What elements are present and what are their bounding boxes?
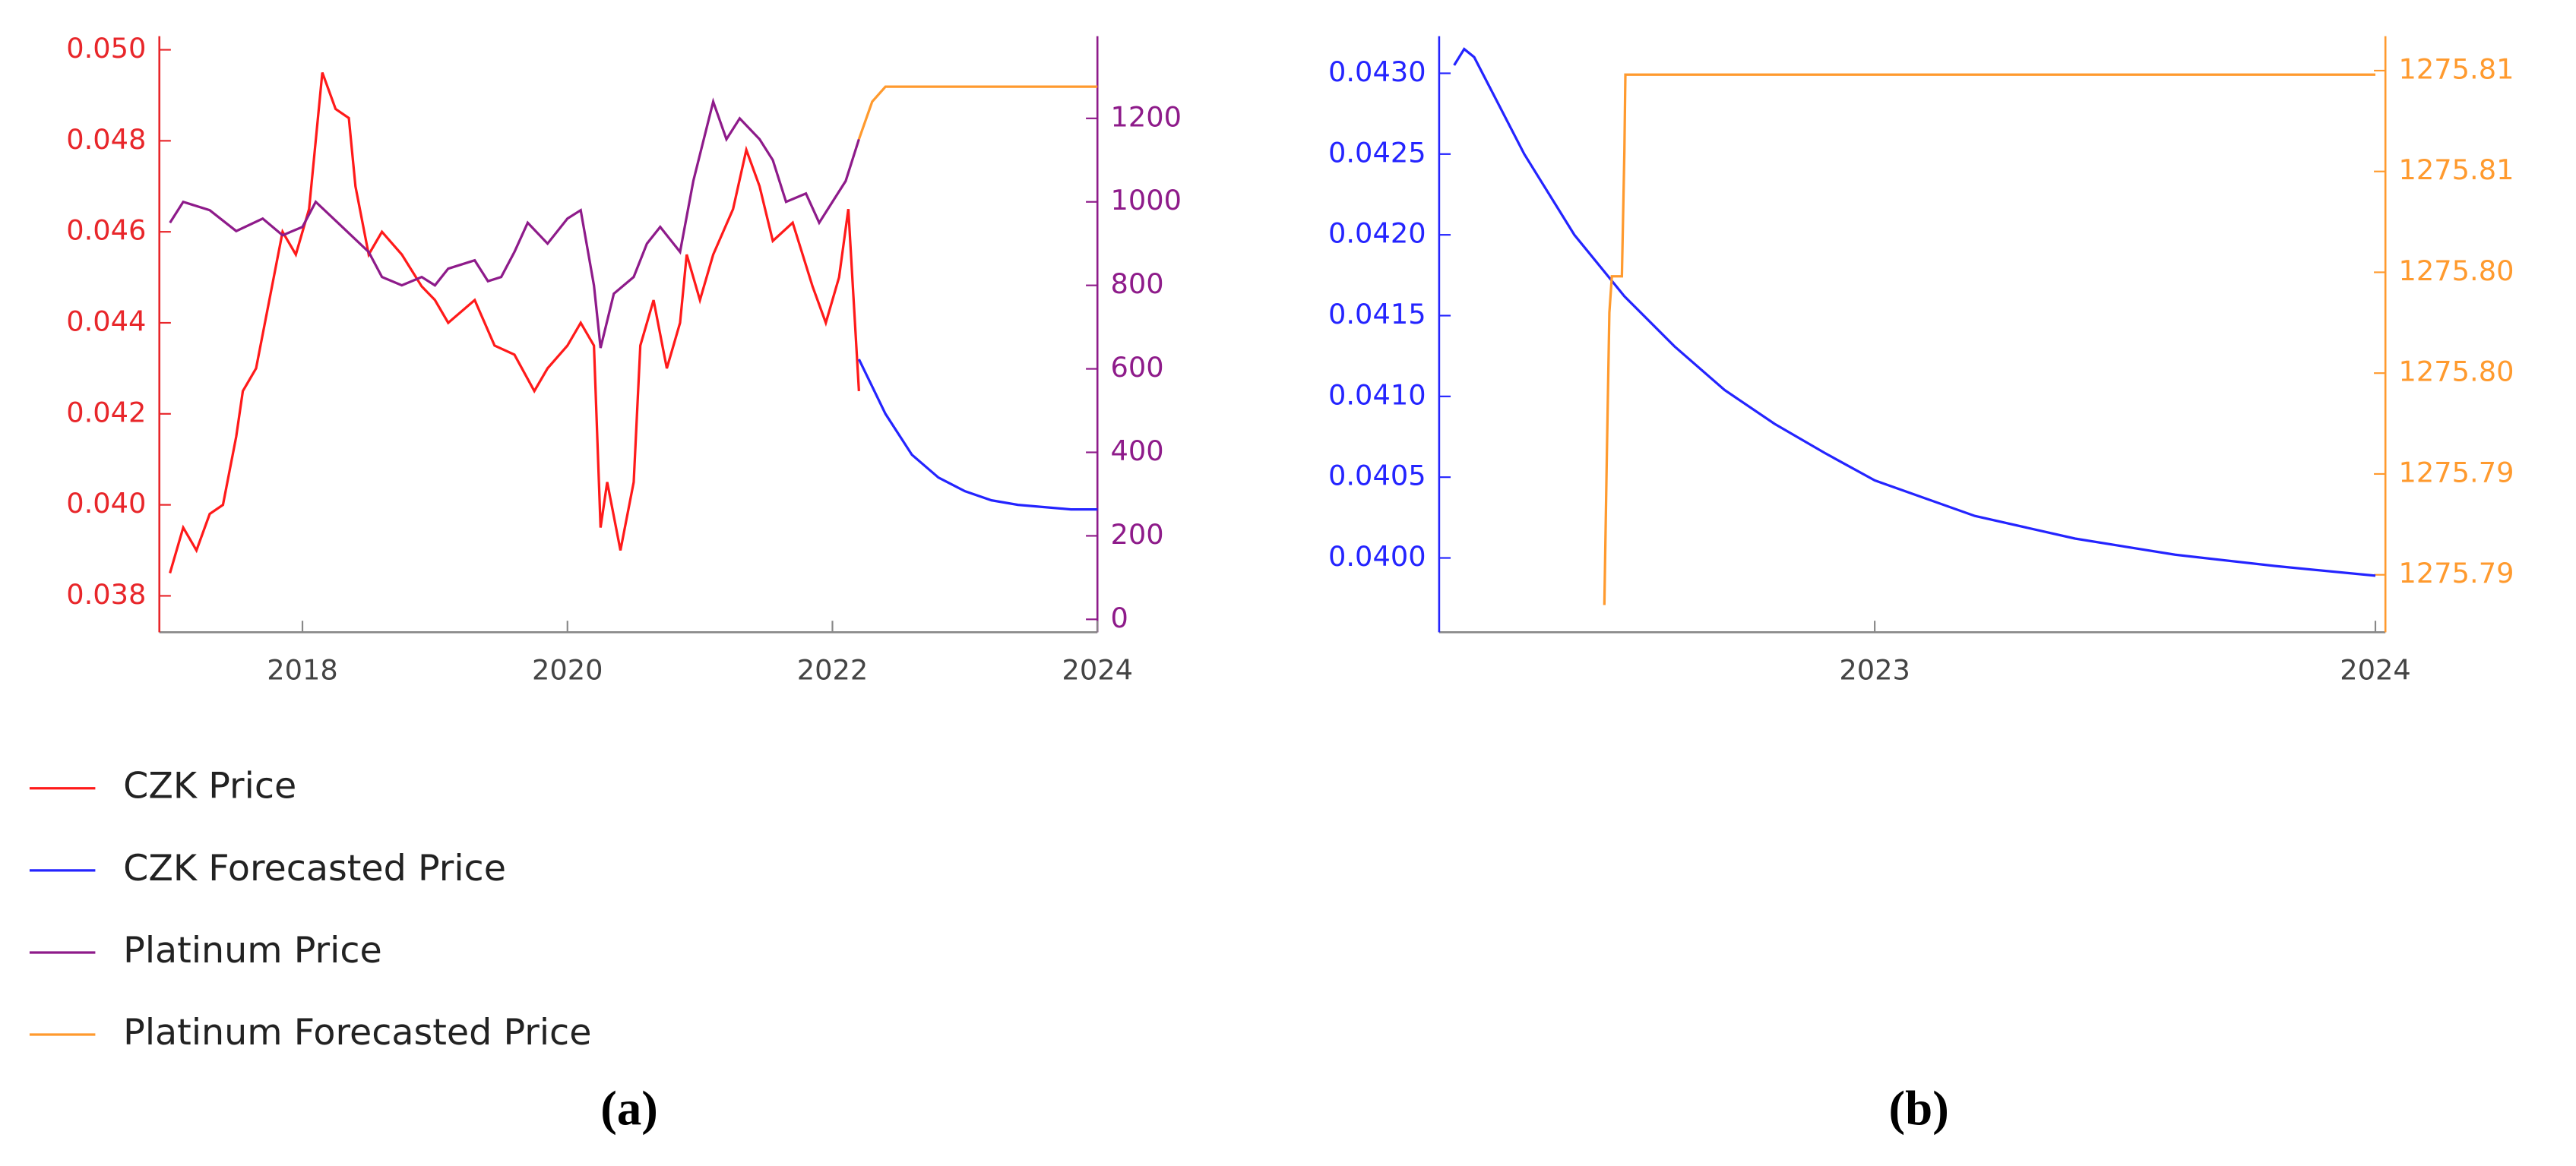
legend-label: CZK Forecasted Price	[123, 848, 506, 890]
y-tick-label: 0.0410	[1328, 378, 1426, 411]
data-line	[857, 359, 1098, 511]
y2-tick-label: 1275.81	[2398, 52, 2514, 85]
y-tick-label: 0.046	[66, 214, 146, 247]
data-line	[857, 85, 1098, 140]
y2-tick-label: 1275.80	[2398, 355, 2514, 388]
y-tick-label: 0.042	[66, 396, 146, 428]
y2-tick-label: 800	[1111, 267, 1164, 300]
x-tick-label: 2018	[267, 654, 338, 687]
y2-tick-label: 1275.81	[2398, 153, 2514, 186]
y-tick-label: 0.050	[66, 32, 146, 65]
y-tick-label: 0.0415	[1328, 298, 1426, 330]
x-tick-label: 2022	[797, 654, 869, 687]
y-tick-label: 0.0400	[1328, 540, 1426, 573]
data-line	[1453, 47, 2376, 577]
y2-tick-label: 0	[1111, 602, 1128, 634]
y-tick-label: 0.0420	[1328, 217, 1426, 250]
y2-tick-label: 1275.79	[2398, 456, 2514, 488]
y-tick-label: 0.0405	[1328, 460, 1426, 492]
panel-label: (b)	[1889, 1082, 1949, 1136]
x-tick-label: 2023	[1839, 654, 1910, 687]
y2-tick-label: 400	[1111, 434, 1164, 467]
legend-label: Platinum Forecasted Price	[123, 1012, 591, 1054]
y2-tick-label: 600	[1111, 351, 1164, 384]
x-tick-label: 2020	[532, 654, 603, 687]
data-line	[1603, 73, 2376, 605]
legend-label: Platinum Price	[123, 930, 382, 972]
y2-tick-label: 1000	[1111, 184, 1182, 216]
y2-tick-label: 1275.80	[2398, 254, 2514, 287]
panel-label: (a)	[600, 1082, 658, 1136]
y-tick-label: 0.044	[66, 305, 146, 337]
y-tick-label: 0.0425	[1328, 136, 1426, 169]
x-tick-label: 2024	[1062, 654, 1133, 687]
y2-tick-label: 1200	[1111, 100, 1182, 133]
y-tick-label: 0.048	[66, 123, 146, 156]
y2-tick-label: 1275.79	[2398, 557, 2514, 589]
y-tick-label: 0.0430	[1328, 55, 1426, 88]
data-line	[169, 97, 860, 349]
x-tick-label: 2024	[2340, 654, 2411, 687]
legend-label: CZK Price	[123, 766, 296, 807]
data-line	[169, 71, 860, 574]
y-tick-label: 0.040	[66, 487, 146, 520]
y2-tick-label: 200	[1111, 518, 1164, 551]
y-tick-label: 0.038	[66, 578, 146, 611]
